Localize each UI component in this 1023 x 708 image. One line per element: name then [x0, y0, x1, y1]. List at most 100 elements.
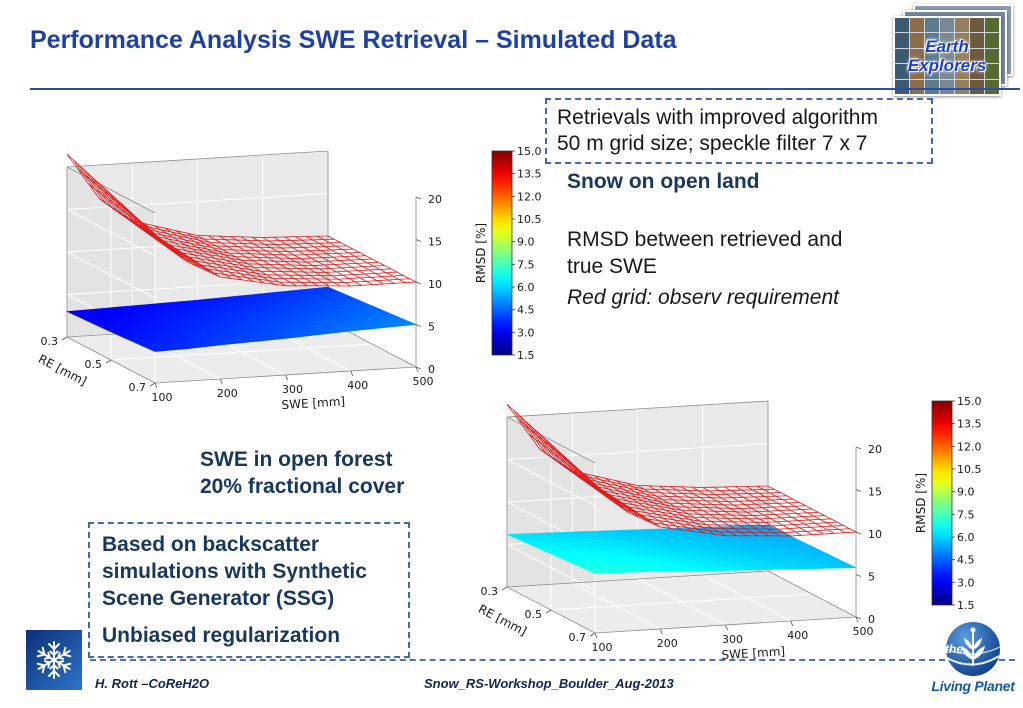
mosaic-tile — [895, 48, 909, 64]
svg-text:0.5: 0.5 — [85, 358, 103, 371]
red-grid-note: Red grid: observ requirement — [567, 286, 839, 309]
earth-logo-text: Earth Explorers — [895, 18, 999, 94]
svg-text:100: 100 — [152, 391, 173, 404]
svg-text:15.0: 15.0 — [517, 145, 542, 158]
mosaic-tile — [955, 64, 969, 79]
mosaic-tile — [910, 79, 924, 94]
mosaic-tile — [940, 79, 954, 94]
mosaic-tile — [925, 64, 939, 79]
svg-text:4.5: 4.5 — [517, 304, 535, 317]
svg-text:10.5: 10.5 — [957, 463, 982, 476]
svg-text:15.0: 15.0 — [957, 395, 982, 408]
svg-text:0: 0 — [428, 363, 435, 376]
svg-text:20: 20 — [428, 193, 442, 206]
mosaic-tile — [955, 18, 969, 33]
living-planet-globe-icon — [945, 622, 1001, 676]
svg-text:0.5: 0.5 — [525, 608, 543, 621]
svg-text:3.0: 3.0 — [517, 326, 535, 339]
method-box: Based on backscatter simulations with Sy… — [88, 522, 410, 658]
svg-text:4.5: 4.5 — [957, 554, 975, 567]
svg-text:500: 500 — [853, 625, 874, 638]
svg-text:6.0: 6.0 — [517, 281, 535, 294]
svg-text:13.5: 13.5 — [957, 418, 982, 431]
page-title: Performance Analysis SWE Retrieval – Sim… — [30, 26, 677, 54]
mosaic-tile — [895, 64, 909, 79]
earth-logo-line1: Earth — [925, 37, 969, 56]
mosaic-tile — [970, 64, 984, 79]
mosaic-tile — [895, 33, 909, 48]
svg-text:300: 300 — [282, 383, 303, 396]
rmsd-description: RMSD between retrieved and true SWE — [567, 228, 843, 278]
snowflake-icon — [36, 641, 72, 679]
svg-text:RE [mm]: RE [mm] — [476, 602, 529, 639]
svg-text:5: 5 — [868, 571, 875, 584]
svg-text:6.0: 6.0 — [957, 531, 975, 544]
earth-logo-card: Earth Explorers — [893, 16, 1001, 96]
title-divider — [30, 88, 1020, 90]
svg-text:1.5: 1.5 — [957, 599, 975, 612]
earth-logo-line2: Explorers — [907, 56, 987, 75]
mosaic-tile — [985, 79, 999, 94]
requirement-wireframe — [66, 154, 417, 287]
svg-text:1.5: 1.5 — [517, 349, 535, 362]
colorbar: 15.0 13.5 12.0 10.5 9.0 7.5 6.0 4.5 3.0 1.5 RMSD [… — [914, 395, 982, 612]
svg-text:9.0: 9.0 — [957, 486, 975, 499]
mosaic-tile — [910, 33, 924, 48]
svg-text:5: 5 — [428, 321, 435, 334]
svg-text:15: 15 — [868, 486, 882, 499]
forest-label: SWE in open forest 20% fractional cover — [200, 446, 404, 500]
mosaic-tile — [955, 33, 969, 48]
svg-text:12.0: 12.0 — [957, 440, 982, 453]
svg-text:RE [mm]: RE [mm] — [36, 352, 89, 389]
svg-text:0.3: 0.3 — [481, 585, 499, 598]
mosaic-tile — [910, 64, 924, 79]
svg-text:0.3: 0.3 — [41, 335, 59, 348]
svg-text:0.7: 0.7 — [129, 381, 147, 394]
svg-text:400: 400 — [347, 379, 368, 392]
mosaic-tile — [970, 48, 984, 64]
mosaic-tile — [940, 64, 954, 79]
svg-text:9.0: 9.0 — [517, 236, 535, 249]
svg-text:300: 300 — [722, 633, 743, 646]
mosaic-tile — [940, 18, 954, 33]
mosaic-tile — [940, 33, 954, 48]
retrievals-note-line1: Retrievals with improved algorithm — [557, 106, 878, 129]
svg-text:15: 15 — [428, 236, 442, 249]
footer-author: H. Rott –CoReH2O — [95, 676, 210, 691]
svg-text:400: 400 — [787, 629, 808, 642]
mosaic-tile — [970, 33, 984, 48]
retrievals-note-box: Retrievals with improved algorithm 50 m … — [545, 98, 933, 164]
svg-text:10: 10 — [868, 528, 882, 541]
svg-text:500: 500 — [413, 375, 434, 388]
living-planet-name: Living Planet — [931, 678, 1015, 694]
living-planet-the: the — [945, 642, 963, 656]
mosaic-tile — [925, 33, 939, 48]
retrievals-note-line2: 50 m grid size; speckle filter 7 x 7 — [557, 132, 868, 155]
living-planet-logo: the Living Planet — [925, 620, 1021, 706]
colorbar: 15.0 13.5 12.0 10.5 9.0 7.5 6.0 4.5 3.0 1.5 RMSD [… — [474, 145, 542, 362]
mosaic-tile — [970, 79, 984, 94]
open-land-3d-plot: 100 200 300 400 500 0.3 0.5 0.7 0 5 10 15 20 SWE [mm]… — [36, 145, 542, 412]
svg-text:0: 0 — [868, 613, 875, 626]
mosaic-tile — [925, 18, 939, 33]
svg-text:200: 200 — [657, 637, 678, 650]
mosaic-tile — [925, 79, 939, 94]
mosaic-tile — [910, 18, 924, 33]
mosaic-tile — [985, 48, 999, 64]
svg-text:RMSD [%]: RMSD [%] — [474, 223, 488, 283]
mosaic-tile — [925, 48, 939, 64]
forest-label-line2: 20% fractional cover — [200, 475, 405, 498]
svg-text:0.7: 0.7 — [569, 631, 587, 644]
forest-label-line1: SWE in open forest — [200, 448, 393, 471]
method-para1: Based on backscatter simulations with Sy… — [102, 533, 367, 610]
mosaic-tile — [985, 18, 999, 33]
svg-text:SWE [mm]: SWE [mm] — [721, 644, 785, 662]
svg-text:RMSD [%]: RMSD [%] — [914, 473, 928, 533]
footer-divider — [90, 659, 1015, 661]
mosaic-tile — [985, 64, 999, 79]
requirement-wireframe — [506, 404, 857, 537]
svg-text:20: 20 — [868, 443, 882, 456]
footer-workshop: Snow_RS-Workshop_Boulder_Aug-2013 — [424, 676, 674, 691]
svg-text:SWE [mm]: SWE [mm] — [281, 394, 345, 412]
